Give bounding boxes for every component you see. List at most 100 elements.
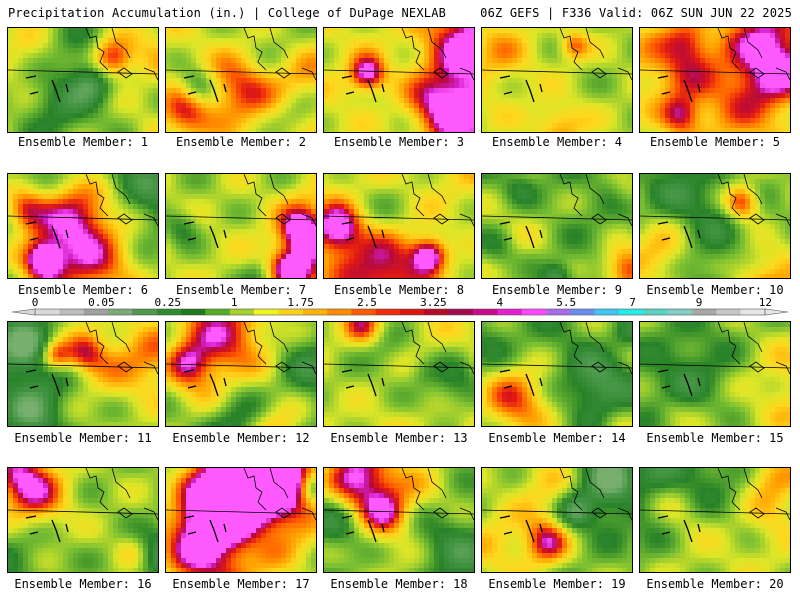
color-scale-swatch bbox=[205, 309, 231, 315]
precip-field bbox=[482, 322, 632, 426]
color-scale-tick-label: 0.05 bbox=[88, 296, 115, 309]
ensemble-map-13 bbox=[323, 321, 475, 427]
border-line bbox=[166, 509, 316, 515]
precip-color-scale: 0 0.05 0.25 1 1.75 2.5 3.25 4 5.5 7 9 12 bbox=[11, 296, 789, 316]
ensemble-caption-8: Ensemble Member: 8 bbox=[333, 283, 465, 297]
color-scale-swatch bbox=[375, 309, 401, 315]
coastline bbox=[717, 322, 790, 375]
color-scale-swatch bbox=[327, 309, 352, 315]
coastline bbox=[401, 28, 474, 81]
lake-outline bbox=[499, 221, 543, 249]
lake-outline bbox=[657, 221, 701, 249]
color-scale-arrow-left bbox=[11, 308, 36, 316]
ensemble-map-8 bbox=[323, 173, 475, 279]
coastline bbox=[243, 28, 316, 81]
color-scale-tick-label: 3.25 bbox=[420, 296, 447, 309]
precip-field bbox=[324, 468, 474, 572]
color-scale-swatch bbox=[473, 309, 498, 315]
color-scale-swatch bbox=[254, 309, 279, 315]
lake-outline bbox=[183, 75, 227, 103]
ensemble-caption-16: Ensemble Member: 16 bbox=[14, 577, 152, 591]
precip-field bbox=[640, 174, 790, 278]
precip-field bbox=[166, 468, 316, 572]
color-scale-swatch bbox=[521, 309, 547, 315]
color-scale-swatch bbox=[740, 309, 766, 315]
border-line bbox=[8, 215, 158, 221]
ensemble-caption-9: Ensemble Member: 9 bbox=[491, 283, 623, 297]
precip-field bbox=[640, 322, 790, 426]
border-line bbox=[324, 69, 474, 75]
lake-outline bbox=[499, 369, 543, 397]
ensemble-caption-7: Ensemble Member: 7 bbox=[175, 283, 307, 297]
ensemble-caption-15: Ensemble Member: 15 bbox=[646, 431, 784, 445]
coastline bbox=[559, 322, 632, 375]
lake-outline bbox=[25, 75, 69, 103]
coastline bbox=[401, 468, 474, 521]
color-scale-tick-label: 1 bbox=[231, 296, 238, 309]
precip-field bbox=[482, 468, 632, 572]
color-scale-swatch bbox=[108, 309, 133, 315]
ensemble-map-4 bbox=[481, 27, 633, 133]
ensemble-map-19 bbox=[481, 467, 633, 573]
color-scale-swatch bbox=[278, 309, 304, 315]
coastline bbox=[243, 322, 316, 375]
border-line bbox=[482, 69, 632, 75]
lake-outline bbox=[499, 515, 543, 543]
color-scale-tick-label: 0.25 bbox=[155, 296, 182, 309]
ensemble-map-9 bbox=[481, 173, 633, 279]
border-line bbox=[482, 363, 632, 369]
precip-field bbox=[324, 174, 474, 278]
color-scale-swatch bbox=[570, 309, 596, 315]
border-line bbox=[640, 509, 790, 515]
precip-field bbox=[640, 468, 790, 572]
color-scale-tick-label: 12 bbox=[759, 296, 772, 309]
coastline bbox=[85, 28, 158, 81]
border-line bbox=[8, 509, 158, 515]
border-line bbox=[8, 69, 158, 75]
color-scale-swatch bbox=[132, 309, 158, 315]
color-scale-swatch bbox=[448, 309, 474, 315]
color-scale-arrow-right bbox=[764, 308, 789, 316]
color-scale-swatch bbox=[716, 309, 742, 315]
color-scale-swatch bbox=[424, 309, 450, 315]
ensemble-map-3 bbox=[323, 27, 475, 133]
lake-outline bbox=[657, 515, 701, 543]
border-line bbox=[324, 215, 474, 221]
color-scale-tick-label: 7 bbox=[629, 296, 636, 309]
lake-outline bbox=[183, 221, 227, 249]
lake-outline bbox=[341, 369, 385, 397]
border-line bbox=[324, 363, 474, 369]
color-scale-tick-label: 9 bbox=[696, 296, 703, 309]
border-line bbox=[8, 363, 158, 369]
lake-outline bbox=[499, 75, 543, 103]
coastline bbox=[559, 174, 632, 227]
ensemble-caption-4: Ensemble Member: 4 bbox=[491, 135, 623, 149]
ensemble-map-12 bbox=[165, 321, 317, 427]
ensemble-caption-11: Ensemble Member: 11 bbox=[14, 431, 152, 445]
color-scale-swatch bbox=[35, 309, 60, 315]
ensemble-caption-2: Ensemble Member: 2 bbox=[175, 135, 307, 149]
header-title: Precipitation Accumulation (in.) | Colle… bbox=[8, 6, 447, 20]
color-scale-tick-label: 0 bbox=[32, 296, 39, 309]
border-line bbox=[640, 215, 790, 221]
ensemble-map-6 bbox=[7, 173, 159, 279]
ensemble-caption-6: Ensemble Member: 6 bbox=[17, 283, 149, 297]
coastline bbox=[401, 174, 474, 227]
lake-outline bbox=[25, 369, 69, 397]
color-scale-swatch bbox=[59, 309, 85, 315]
color-scale-swatch bbox=[400, 309, 425, 315]
ensemble-map-11 bbox=[7, 321, 159, 427]
lake-outline bbox=[657, 75, 701, 103]
color-scale-swatch bbox=[83, 309, 109, 315]
precip-field bbox=[324, 28, 474, 132]
ensemble-caption-10: Ensemble Member: 10 bbox=[646, 283, 784, 297]
color-scale-swatch bbox=[497, 309, 523, 315]
coastline bbox=[85, 174, 158, 227]
coastline bbox=[85, 322, 158, 375]
color-scale-swatch bbox=[546, 309, 571, 315]
ensemble-caption-3: Ensemble Member: 3 bbox=[333, 135, 465, 149]
color-scale-swatch bbox=[692, 309, 717, 315]
precip-field bbox=[8, 322, 158, 426]
coastline bbox=[401, 322, 474, 375]
color-scale-swatch bbox=[667, 309, 693, 315]
